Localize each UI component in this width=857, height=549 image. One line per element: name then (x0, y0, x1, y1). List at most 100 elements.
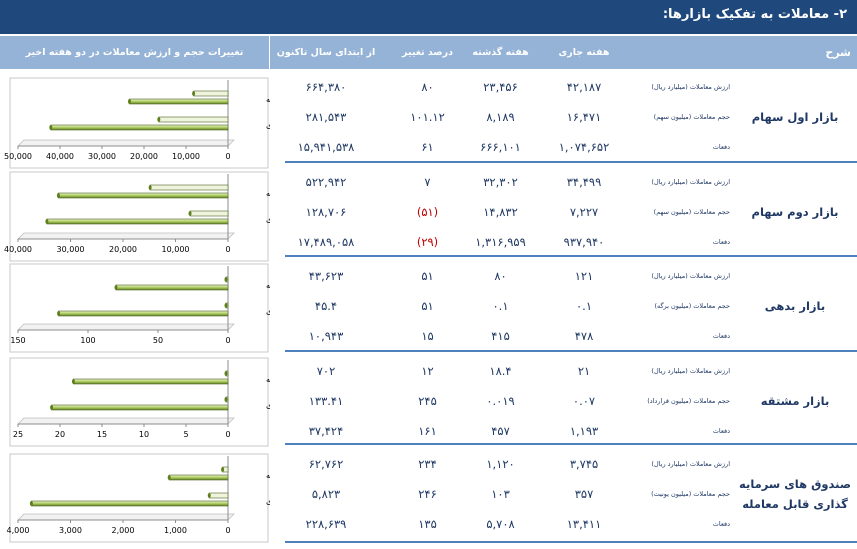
cell-ytd: ۵,۸۲۳ (311, 487, 341, 501)
bar-cap (224, 397, 228, 402)
table-row: ۶۲,۷۶۲ ۲۳۴ ۱,۱۲۰ ۳,۷۴۵ ارزش معاملات (میلیارد… (0, 449, 857, 479)
table-row: ۴۵.۴ ۵۱ ۰.۱ ۰.۱ حجم معاملات (میلیون برگه) (0, 291, 857, 321)
tick-label: 40,000 (46, 152, 74, 161)
chart-4: 0 5 10 15 20 25 هفته گذشته هفته جاری (9, 357, 270, 447)
bar-volume (115, 284, 229, 291)
cell-metric: دفعات (712, 520, 730, 528)
cell-current: ۱,۱۹۳ (569, 424, 599, 438)
tick-label: 25 (13, 430, 23, 439)
tick-label: 150 (10, 336, 25, 345)
cell-previous: ۴۱۵ (491, 329, 510, 343)
bar-cap (50, 405, 54, 410)
cell-change: ۱۳۵ (418, 517, 437, 531)
bar-cap (188, 211, 192, 216)
tick-label: 30,000 (88, 152, 116, 161)
cell-change: ۸۰ (421, 80, 434, 94)
category-label: هفته جاری (266, 497, 270, 506)
tick-label: 10 (139, 430, 149, 439)
chart-floor (17, 323, 235, 331)
bar-cap (29, 501, 33, 506)
cell-ytd: ۲۸۱,۵۴۳ (305, 110, 347, 124)
bar-volume (58, 192, 229, 199)
cell-metric: ارزش معاملات (میلیارد ریال) (651, 272, 730, 280)
tick-label: 100 (80, 336, 95, 345)
market-name: بازار دوم سهام (751, 205, 839, 219)
bar-cap (192, 91, 196, 96)
bar-cap (157, 117, 161, 122)
cell-metric: دفعات (712, 143, 730, 151)
tick-label: 20,000 (109, 245, 137, 254)
bar-cap (114, 285, 118, 290)
col-year-to-date: از ابتدای سال تاکنون (276, 47, 376, 58)
chart-header: تغییرات حجم و ارزش معاملات در دو هفته اخ… (0, 36, 269, 69)
bar-volume (51, 404, 229, 411)
table-row: ۱۰,۹۴۳ ۱۵ ۴۱۵ ۴۷۸ دفعات (0, 321, 857, 351)
tick-label: 40,000 (4, 245, 32, 254)
bar-cap (224, 371, 228, 376)
cell-ytd: ۱۵,۹۴۱,۵۳۸ (297, 140, 355, 154)
cell-metric: حجم معاملات (میلیون قرارداد) (647, 397, 730, 405)
table-row: ۷۰۲ ۱۲ ۱۸.۴ ۲۱ ارزش معاملات (میلیارد ریال) (0, 356, 857, 386)
cell-change: (۲۹) (416, 235, 439, 249)
bar-cap (221, 467, 225, 472)
category-label: هفته جاری (266, 401, 270, 410)
cell-ytd: ۳۷,۴۲۴ (308, 424, 344, 438)
cell-current: ۹۳۷,۹۴۰ (563, 235, 605, 249)
cell-metric: دفعات (712, 427, 730, 435)
cell-previous: ۱۰۳ (491, 487, 510, 501)
chart-floor (17, 232, 235, 240)
section-divider (285, 161, 857, 163)
chart-2: 0 10,000 20,000 30,000 40,000 هفته گذشته هفته … (4, 171, 270, 262)
cell-metric: ارزش معاملات (میلیارد ریال) (651, 460, 730, 468)
bar-volume (46, 218, 229, 225)
cell-ytd: ۱۷,۴۸۹,۰۵۸ (297, 235, 355, 249)
bar-cap (207, 493, 211, 498)
bar-value (149, 184, 229, 191)
chart-floor (17, 139, 235, 147)
cell-previous: ۶۶۶,۱۰۱ (480, 140, 521, 154)
cell-current: ۳,۷۴۵ (569, 457, 599, 471)
cell-ytd: ۱۳۳.۴۱ (308, 394, 344, 408)
bar-cap (57, 311, 61, 316)
cell-previous: ۱۸.۴ (489, 364, 512, 378)
section-divider (285, 255, 857, 257)
tick-label: 2,000 (112, 526, 135, 535)
cell-change: ۲۴۵ (418, 394, 437, 408)
bar-cap (224, 277, 228, 282)
cell-previous: ۸۰ (494, 269, 507, 283)
tick-label: 0 (225, 152, 230, 161)
bar-volume (58, 310, 229, 317)
cell-change: ۵۱ (421, 269, 434, 283)
chart-floor (17, 417, 235, 425)
bar-volume (31, 500, 229, 507)
table-row: ۵۲۲,۹۴۲ ۷ ۳۲,۳۰۲ ۳۴,۴۹۹ ارزش معاملات (میلیار… (0, 167, 857, 197)
cell-change: ۶۱ (421, 140, 434, 154)
title-bar: ۲- معاملات به تفکیک بازارها: (0, 0, 857, 34)
cell-change: ۲۴۶ (418, 487, 437, 501)
bar-cap (224, 303, 228, 308)
cell-current: ۲۱ (577, 364, 591, 378)
tick-label: 20 (55, 430, 65, 439)
page-title: ۲- معاملات به تفکیک بازارها: (662, 7, 847, 22)
cell-change: ۷ (424, 175, 431, 189)
table-row: ۱۵,۹۴۱,۵۳۸ ۶۱ ۶۶۶,۱۰۱ ۱,۰۷۴,۶۵۲ دفعات (0, 132, 857, 162)
cell-previous: ۰.۱ (492, 299, 509, 313)
market-name: بازار بدهی (764, 299, 826, 313)
cell-ytd: ۱۰,۹۴۳ (308, 329, 344, 343)
tick-label: 50,000 (4, 152, 32, 161)
tick-label: 0 (225, 430, 230, 439)
cell-change: ۱۶۱ (418, 424, 437, 438)
cell-ytd: ۵۲۲,۹۴۲ (305, 175, 347, 189)
bar-cap (127, 99, 131, 104)
cell-current: ۱,۰۷۴,۶۵۲ (558, 140, 610, 154)
cell-metric: حجم معاملات (میلیون سهم) (653, 208, 730, 216)
tick-label: 4,000 (7, 526, 30, 535)
cell-change: ۱۰۱.۱۲ (410, 110, 445, 124)
bar-cap (56, 193, 60, 198)
table-header: شرح هفته جاری هفته گذشته درصد تغییر از ا… (270, 36, 857, 69)
cell-previous: ۸,۱۸۹ (486, 110, 515, 124)
section-divider (285, 443, 857, 445)
cell-current: ۴۲,۱۸۷ (566, 80, 602, 94)
cell-ytd: ۶۲,۷۶۲ (308, 457, 344, 471)
table-row: ۱۲۸,۷۰۶ (۵۱) ۱۴,۸۳۲ ۷,۲۲۷ حجم معاملات (میلیو… (0, 197, 857, 227)
